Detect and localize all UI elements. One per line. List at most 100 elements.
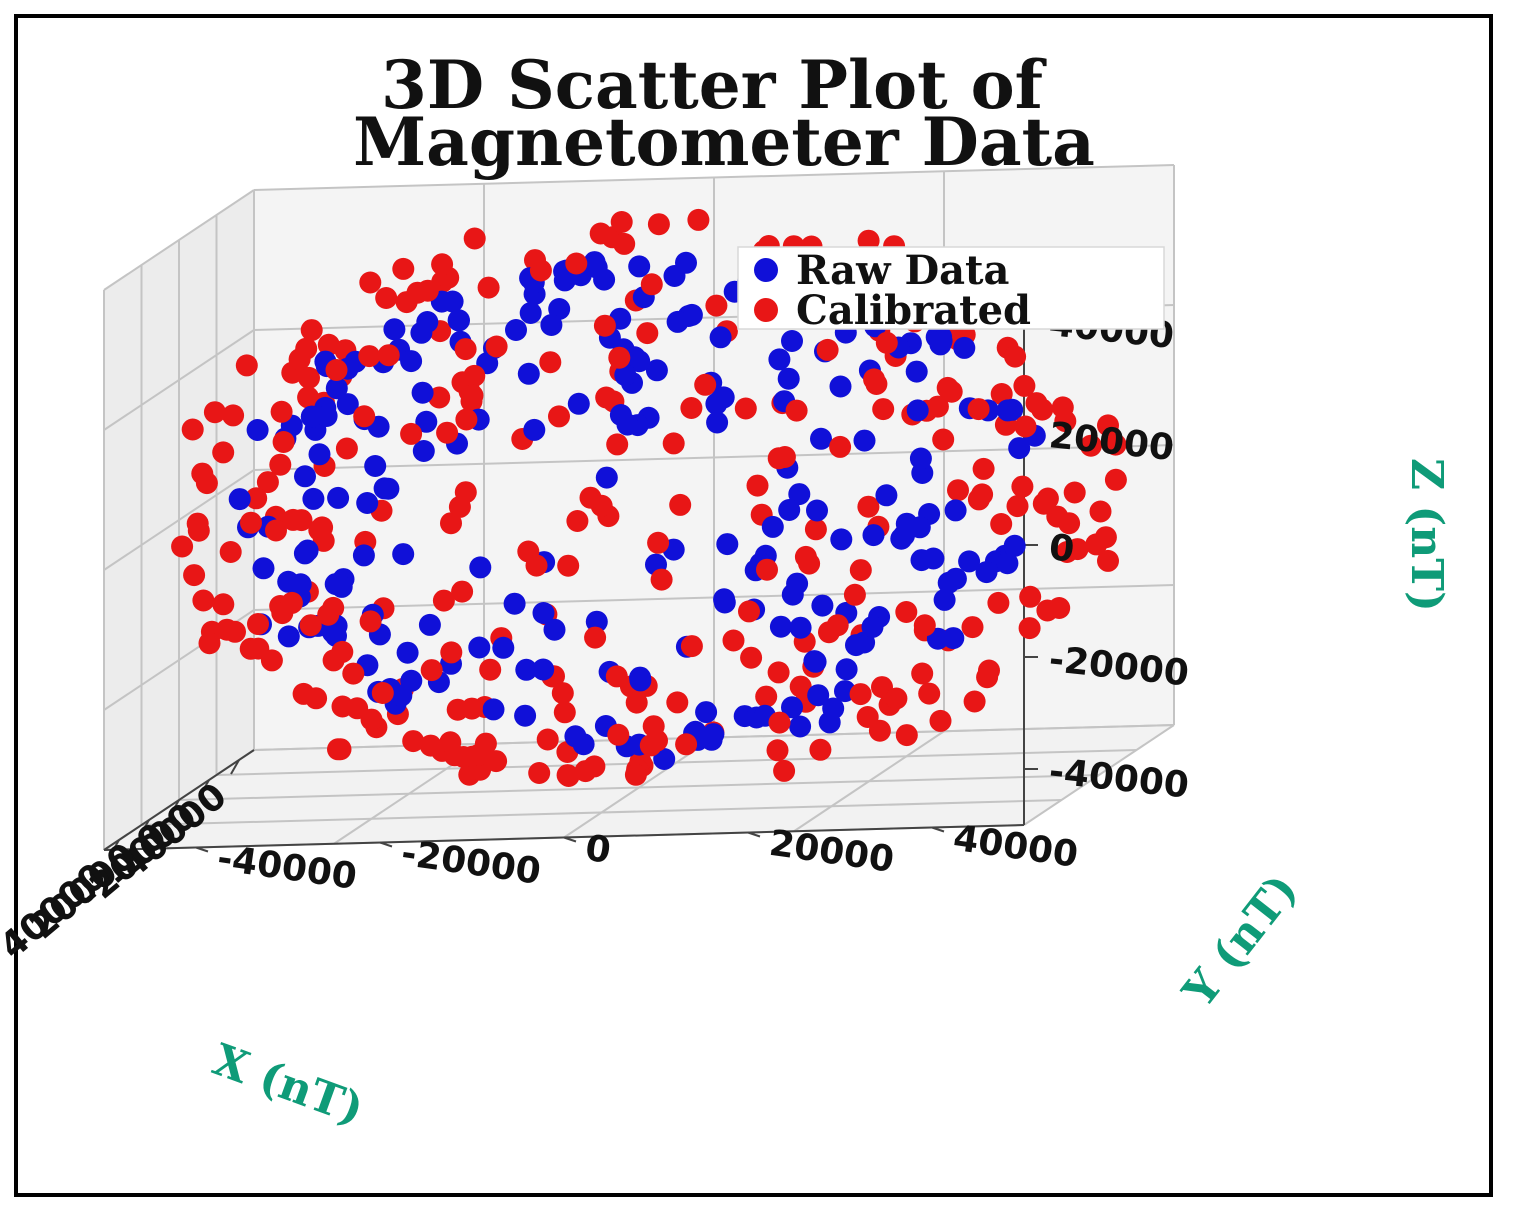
calibrated-point bbox=[298, 366, 320, 389]
calibrated-point bbox=[455, 408, 478, 431]
raw-data-point bbox=[769, 615, 792, 638]
calibrated-point bbox=[1089, 500, 1112, 523]
raw-data-point bbox=[645, 359, 668, 382]
calibrated-point bbox=[911, 662, 934, 685]
raw-data-point bbox=[411, 381, 434, 404]
calibrated-point bbox=[680, 635, 703, 658]
raw-data-point bbox=[532, 602, 555, 624]
x-tick-mark bbox=[140, 819, 150, 835]
y-tick-label: -20000 bbox=[399, 833, 544, 893]
calibrated-point bbox=[680, 397, 703, 419]
raw-data-point bbox=[400, 350, 423, 373]
calibrated-point bbox=[647, 213, 670, 236]
calibrated-point bbox=[288, 348, 311, 371]
raw-data-point bbox=[567, 392, 590, 415]
calibrated-point bbox=[446, 698, 469, 721]
calibrated-point bbox=[849, 683, 872, 706]
calibrated-point bbox=[1097, 549, 1119, 572]
calibrated-point bbox=[240, 511, 262, 534]
calibrated-point bbox=[987, 591, 1010, 614]
y-tick-mark bbox=[931, 826, 945, 833]
calibrated-point bbox=[439, 731, 462, 754]
raw-data-point bbox=[585, 610, 608, 633]
calibrated-point bbox=[1031, 398, 1054, 421]
calibrated-point bbox=[990, 513, 1013, 535]
raw-data-point bbox=[614, 364, 637, 387]
calibrated-point bbox=[203, 401, 226, 424]
raw-data-point bbox=[628, 255, 651, 278]
calibrated-point bbox=[327, 738, 349, 761]
calibrated-point bbox=[809, 738, 832, 761]
legend: Raw Data Calibrated bbox=[737, 246, 1165, 334]
raw-data-point bbox=[933, 588, 956, 611]
calibrated-point bbox=[625, 691, 648, 714]
raw-data-point bbox=[572, 733, 595, 756]
x-tick-mark bbox=[200, 779, 210, 795]
calibrated-point bbox=[857, 495, 880, 518]
legend-marker-raw-data bbox=[754, 258, 778, 282]
calibrated-point bbox=[605, 665, 628, 688]
calibrated-point bbox=[642, 715, 665, 738]
calibrated-point bbox=[857, 229, 880, 252]
raw-data-point bbox=[958, 550, 981, 573]
calibrated-point bbox=[1056, 541, 1078, 563]
calibrated-point bbox=[467, 743, 490, 766]
raw-data-point bbox=[822, 697, 845, 720]
calibrated-point bbox=[346, 697, 369, 720]
raw-data-point bbox=[540, 314, 563, 336]
calibrated-point bbox=[317, 333, 340, 356]
calibrated-point bbox=[528, 762, 551, 784]
raw-data-point bbox=[1008, 437, 1031, 460]
calibrated-point bbox=[335, 437, 358, 460]
z-tick-label: -40000 bbox=[1047, 751, 1191, 806]
y-tick-label: -40000 bbox=[215, 838, 360, 898]
calibrated-point bbox=[675, 733, 698, 756]
grid-floor-y-4 bbox=[1023, 724, 1175, 826]
calibrated-point bbox=[804, 518, 827, 541]
raw-data-point bbox=[482, 698, 505, 721]
raw-data-point bbox=[416, 311, 439, 333]
calibrated-point bbox=[584, 626, 607, 649]
raw-data-point bbox=[468, 636, 491, 659]
calibrated-point bbox=[420, 659, 443, 682]
calibrated-point bbox=[566, 510, 589, 532]
raw-data-point bbox=[628, 350, 651, 373]
calibrated-point bbox=[1004, 345, 1027, 368]
raw-data-point bbox=[383, 318, 406, 341]
raw-data-point bbox=[906, 399, 929, 422]
calibrated-point bbox=[579, 486, 602, 509]
calibrated-point bbox=[192, 589, 215, 612]
calibrated-point bbox=[297, 386, 320, 409]
calibrated-point bbox=[826, 614, 849, 637]
raw-data-point bbox=[788, 483, 811, 506]
calibrated-point bbox=[479, 658, 502, 681]
calibrated-point bbox=[551, 682, 574, 705]
raw-data-point bbox=[653, 748, 676, 770]
raw-data-point bbox=[944, 567, 967, 590]
raw-data-point bbox=[829, 375, 852, 398]
calibrated-point bbox=[738, 600, 760, 623]
calibrated-point bbox=[1051, 396, 1074, 419]
calibrated-point bbox=[589, 222, 612, 245]
calibrated-point bbox=[377, 344, 400, 367]
legend-label-calibrated: Calibrated bbox=[796, 287, 1031, 334]
y-tick-mark bbox=[747, 831, 761, 838]
calibrated-point bbox=[666, 691, 689, 714]
raw-data-point bbox=[412, 440, 435, 462]
calibrated-point bbox=[292, 682, 315, 705]
raw-data-point bbox=[786, 572, 809, 595]
raw-data-point bbox=[294, 465, 316, 488]
calibrated-point bbox=[181, 418, 204, 441]
calibrated-point bbox=[436, 421, 459, 444]
y-tick-label: 20000 bbox=[767, 823, 897, 881]
calibrated-point bbox=[431, 253, 454, 276]
raw-data-point bbox=[761, 515, 784, 538]
calibrated-point bbox=[755, 685, 778, 708]
raw-data-point bbox=[519, 302, 542, 324]
calibrated-point bbox=[843, 583, 866, 606]
calibrated-point bbox=[650, 568, 673, 591]
calibrated-point bbox=[740, 646, 763, 669]
calibrated-point bbox=[961, 616, 984, 639]
raw-data-point bbox=[277, 625, 300, 648]
